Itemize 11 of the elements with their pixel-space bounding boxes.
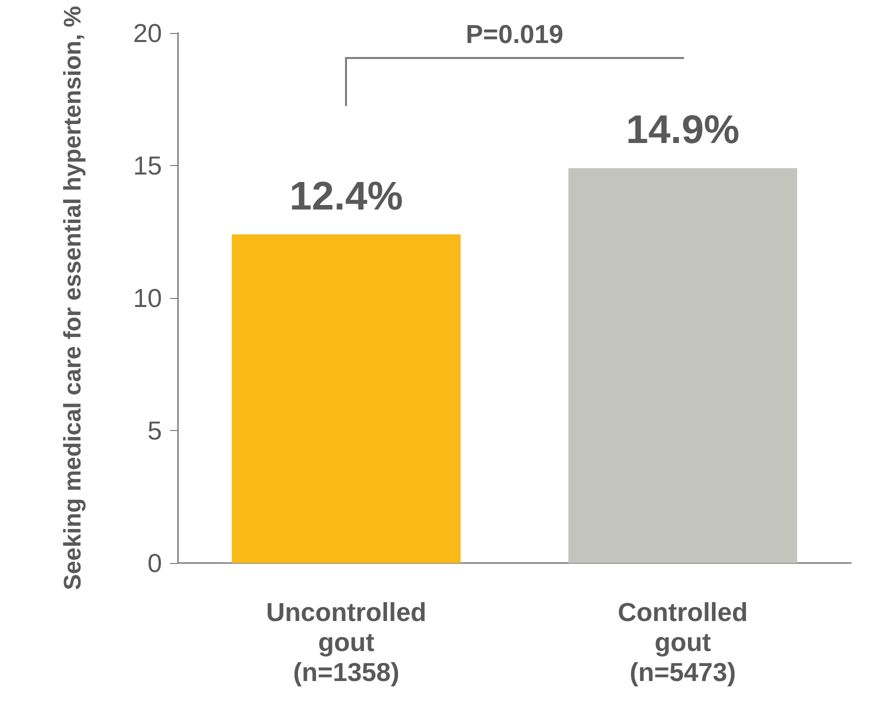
annotation: P=0.019: [466, 19, 564, 49]
y-axis-title: Seeking medical care for essential hypertension, %: [60, 6, 86, 590]
y-tick-label: 0: [148, 548, 162, 578]
y-tick-label: 15: [133, 150, 162, 180]
y-tick-label: 20: [133, 18, 162, 48]
x-tick-label: Uncontrolled gout (n=1358): [266, 597, 426, 687]
y-tick-label: 5: [148, 416, 162, 446]
data-label: 12.4%: [290, 174, 403, 218]
data-label: 14.9%: [626, 108, 740, 152]
y-tick-label: 10: [133, 283, 162, 313]
x-tick-label: Controlled gout (n=5473): [618, 597, 748, 687]
